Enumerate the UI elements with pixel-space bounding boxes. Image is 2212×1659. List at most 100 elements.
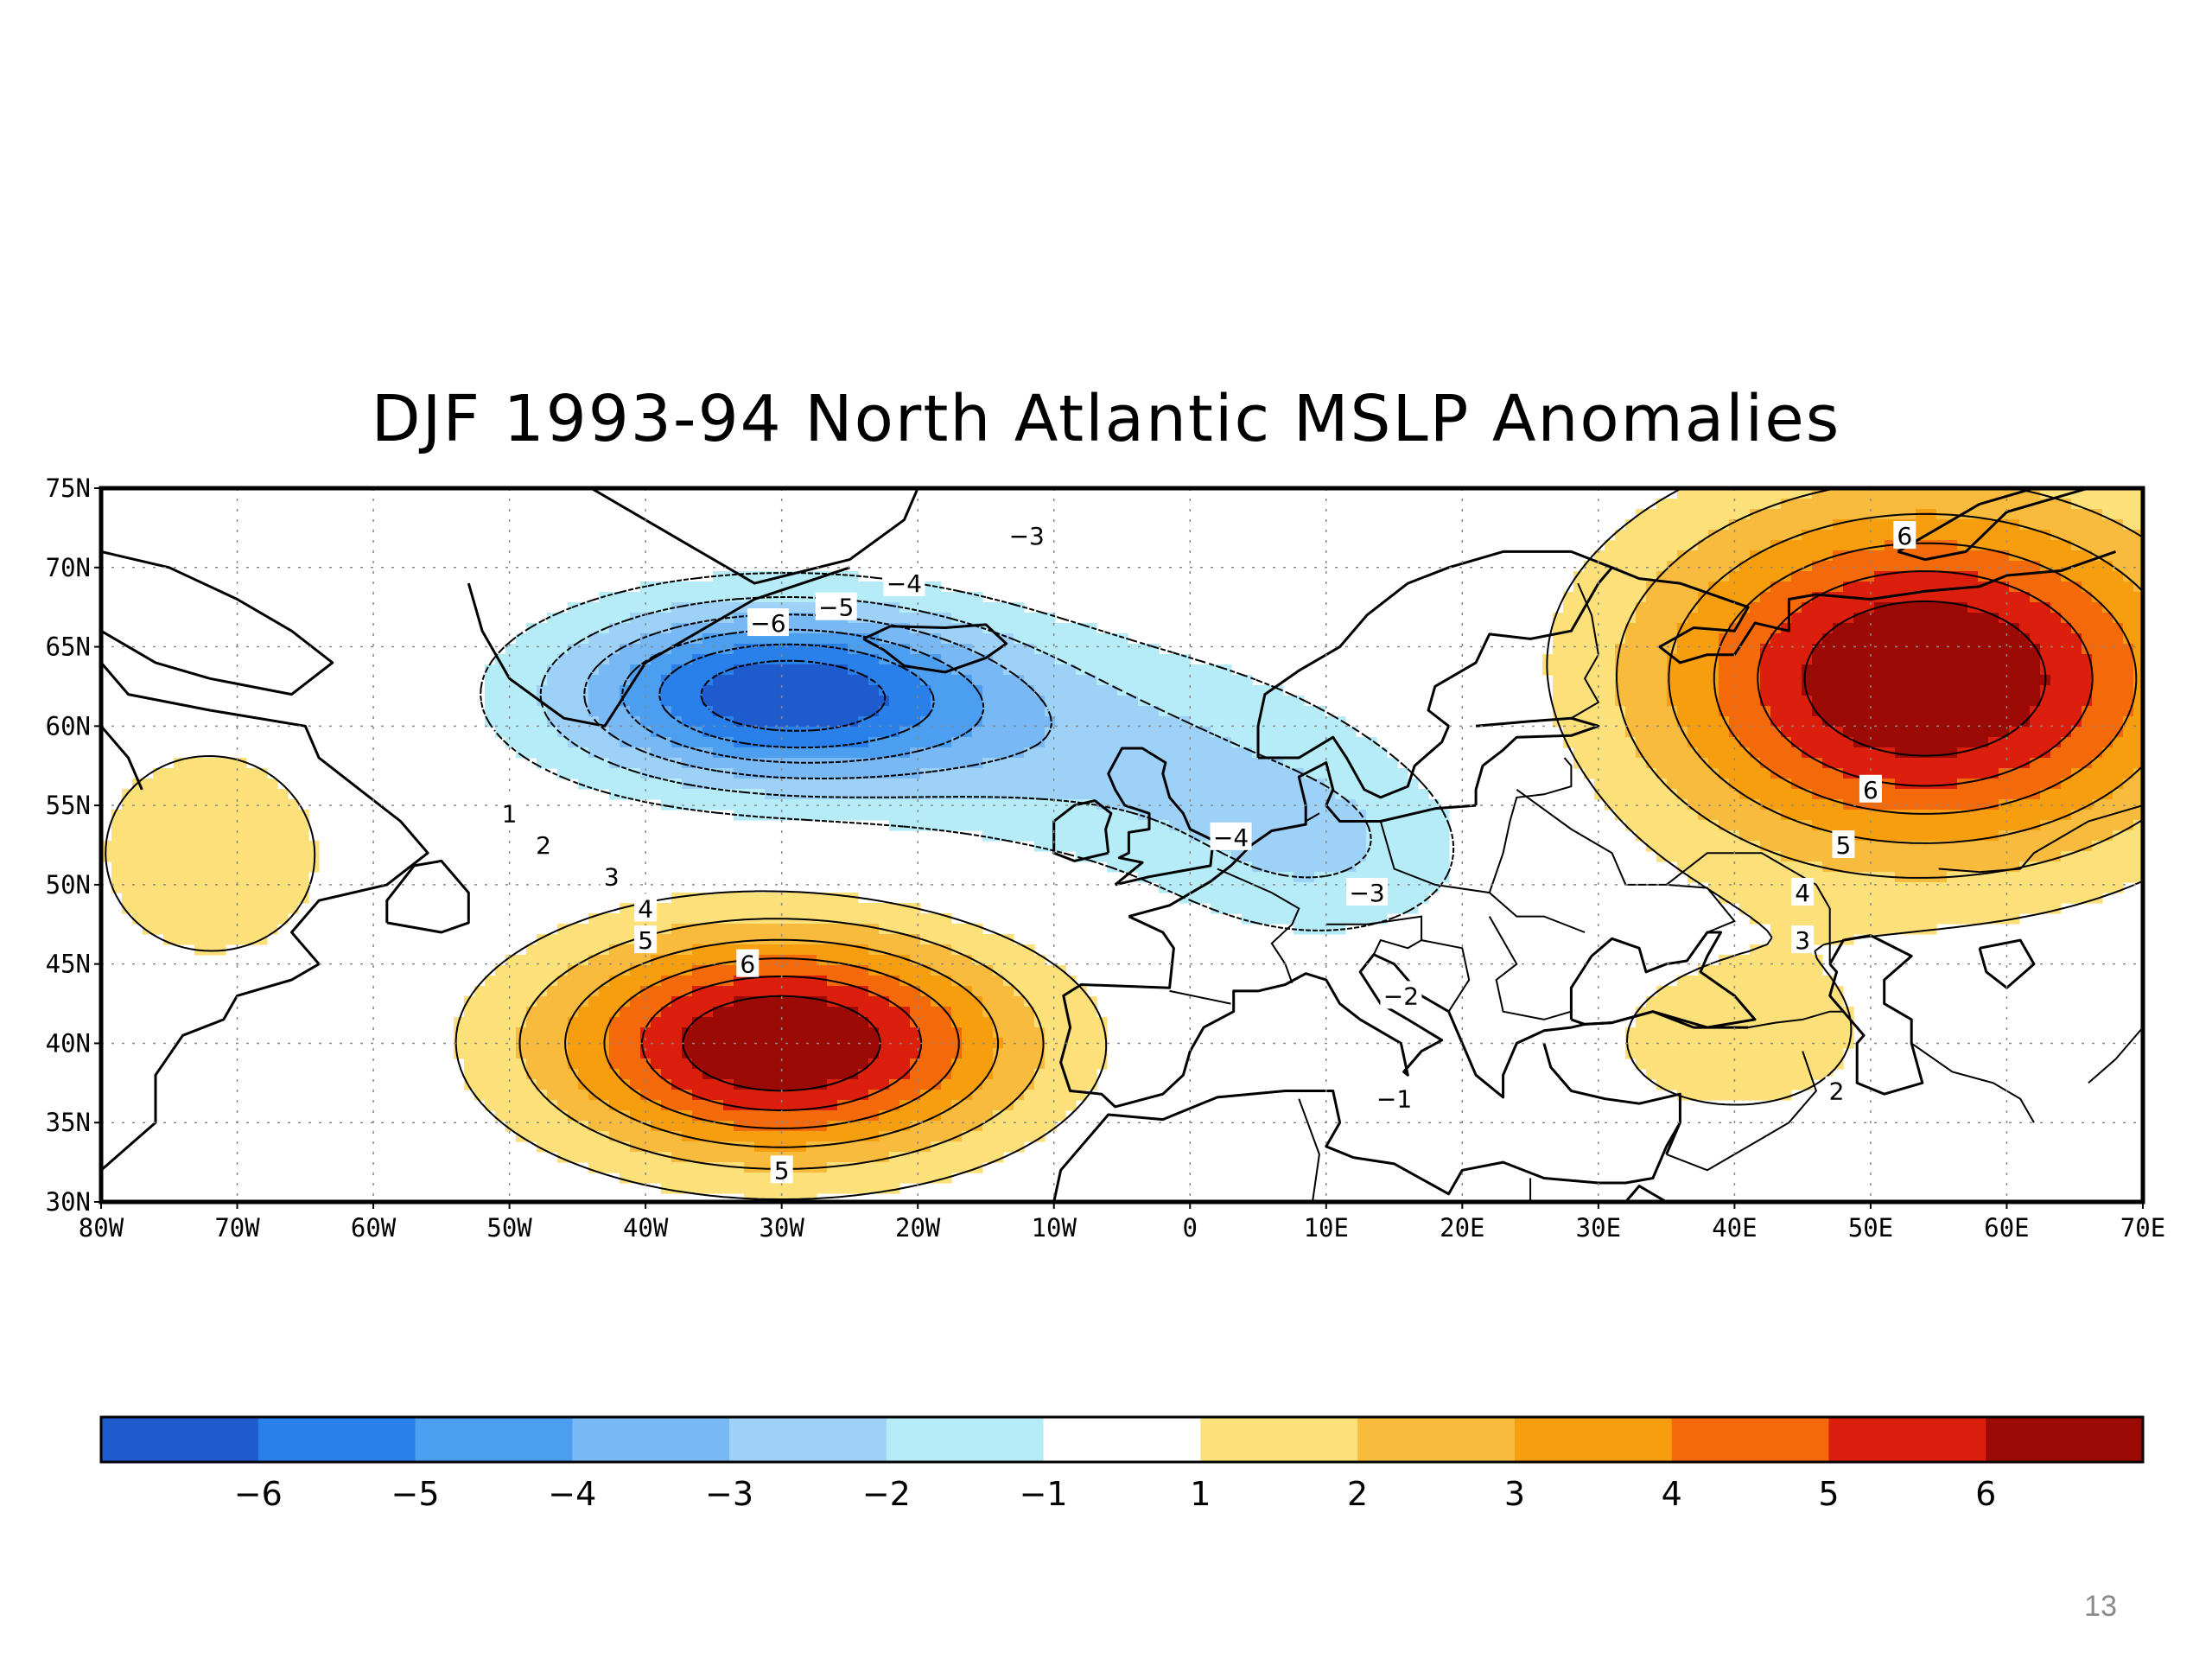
colorbar-bin [1986,1417,2144,1462]
contour-label-box [747,608,789,637]
contour-label: 5 [638,926,653,955]
contour-label-box [531,830,555,858]
colorbar-label: −5 [391,1475,440,1513]
lat-tick-label: 30N [46,1187,91,1217]
contour-label: 4 [638,894,653,923]
contour-label: −1 [1376,1085,1412,1114]
lon-tick-label: 70E [2120,1213,2165,1243]
contour-label: −5 [818,594,854,622]
colorbar-bin [1043,1417,1201,1462]
contour-label-box [736,949,760,977]
lon-tick-label: 20E [1440,1213,1484,1243]
colorbar-bin [1671,1417,1829,1462]
country-border [1938,804,2143,874]
kola-white-sea [1611,550,2116,664]
hudson-strait [101,725,143,791]
ireland [1052,799,1113,862]
map-title: DJF 1993-94 North Atlantic MSLP Anomalie… [371,382,1841,456]
lon-tick-label: 40E [1712,1213,1757,1243]
newfoundland [385,859,470,934]
lon-tick-label: 30W [759,1213,804,1243]
lat-tick-label: 55N [46,791,91,820]
contour-label: 5 [1836,831,1852,860]
contour-label: −2 [1383,982,1419,1010]
colorbar-label: 5 [1818,1475,1839,1513]
novaya-zemlya [1897,488,2090,562]
colorbar-label: 3 [1504,1475,1525,1513]
country-border [1488,757,1573,893]
contour-label-box [1893,521,1916,550]
colorbar-bin [1357,1417,1516,1462]
lat-tick-label: 35N [46,1108,91,1137]
red-sea-gulf [1624,1185,1668,1202]
contour-line [539,596,1372,879]
north-africa [958,1090,1681,1202]
contour-line-layer [105,488,2143,1200]
contour-label: −6 [750,609,785,638]
colorbar-labels: −6 −5 −4 −3 −2 −1 1 2 3 4 5 6 [234,1475,1997,1513]
colorbar-bin [886,1417,1045,1462]
colorbar-label: −2 [862,1475,911,1513]
finland-baltic [1474,716,1600,806]
contour-line [480,572,1455,931]
lat-tick-label: 65N [46,632,91,662]
lat-tick-label: 75N [46,474,91,503]
country-border [1169,989,1231,1005]
country-border [1665,852,1831,964]
contour-label-box [815,592,857,620]
lat-tick-label: 45N [46,950,91,979]
colorbar-label: −4 [548,1475,596,1513]
contour-label: 6 [1897,522,1912,550]
contour-label-box [498,798,521,827]
contour-label: 6 [740,950,755,979]
contour-label-box [600,861,623,890]
contour-label-box [770,1155,793,1184]
country-border [1305,812,1320,823]
colorbar-label: −3 [705,1475,753,1513]
colorbar-bin [1200,1417,1358,1462]
country-border [1421,939,1471,1013]
contour-label-box [634,925,658,954]
contour-label: 5 [774,1156,790,1185]
contour-label-box [634,893,658,922]
colorbar-bin [415,1417,573,1462]
colorbar-bin [1828,1417,1986,1462]
contour-label-box [1825,1076,1848,1104]
contour-label-box [1006,521,1048,550]
contour-label: −3 [1009,522,1045,550]
contour-label: −3 [1349,879,1384,907]
lat-tick-label: 50N [46,870,91,899]
lon-tick-label: 60E [1984,1213,2029,1243]
country-border [1910,1042,2035,1123]
colorbar-bin [729,1417,887,1462]
contour-line [700,659,887,732]
lat-tick-label: 40N [46,1028,91,1058]
contour-label: −4 [1213,823,1249,852]
lon-tick-label: 40W [623,1213,669,1243]
country-border [2088,1027,2143,1084]
colorbar-bins [101,1417,2144,1462]
labrador-coast [101,661,429,1172]
contour-label: 2 [536,831,551,860]
colorbar-label: −1 [1020,1475,1068,1513]
coastline-layer [101,488,2143,1202]
slide-number: 13 [2084,1590,2117,1623]
contour-line [105,488,2143,1200]
contour-label: 3 [1795,926,1810,955]
scandinavia [1256,550,1614,799]
contour-label: 1 [502,799,518,828]
contour-label: 3 [604,863,620,892]
lon-tick-label: 30E [1576,1213,1621,1243]
contour-label: −4 [887,569,922,598]
contour-line [682,600,2047,1092]
contour-label-box [1791,878,1815,906]
country-border [1298,1098,1320,1202]
contour-line [641,570,2094,1111]
colorbar-label: 6 [1975,1475,1996,1513]
anomaly-fill-layer [101,488,2143,1202]
colorbar-label: 1 [1190,1475,1211,1513]
contour-label-box [1380,981,1422,1009]
aral-urals [1978,938,2036,989]
country-border [1488,916,1572,1020]
